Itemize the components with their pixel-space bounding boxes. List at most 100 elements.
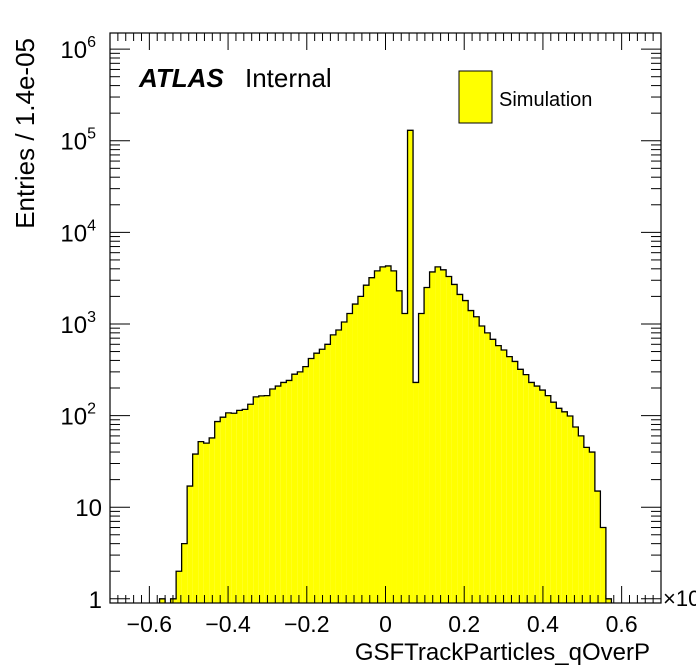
histogram-bin [429, 271, 436, 603]
histogram-bin [280, 382, 287, 603]
histogram-bin [187, 486, 193, 603]
histogram-bin [396, 290, 403, 603]
histogram-bin [368, 277, 375, 603]
x-tick-label: 0.2 [448, 611, 480, 637]
histogram-bin [264, 395, 270, 603]
histogram-bin [490, 339, 496, 603]
y-tick-labels: 1 10 102 103 104 105 106 [60, 34, 102, 614]
histogram-bin [330, 334, 336, 603]
histogram-bin [545, 395, 551, 603]
histogram-bin [198, 441, 204, 603]
histogram-bin [391, 270, 397, 603]
histogram-bin [484, 332, 491, 603]
histogram-bin [506, 356, 513, 603]
histogram-bin [313, 353, 320, 603]
histogram-bin [346, 313, 353, 603]
histogram-bin [594, 491, 601, 603]
histogram-bin [308, 358, 314, 603]
histogram-bin [258, 395, 265, 603]
histogram-bin [297, 371, 303, 603]
histogram-bin [341, 322, 347, 603]
histogram-bin [440, 269, 447, 603]
atlas-internal: Internal [245, 63, 332, 93]
x-tick-label: −0.4 [205, 611, 251, 637]
atlas-label: ATLAS Internal [138, 63, 332, 93]
histogram-bin [214, 421, 221, 603]
histogram-bin [413, 382, 419, 603]
legend: Simulation [458, 70, 592, 124]
histogram-bin [534, 386, 540, 603]
histogram-bin [385, 265, 392, 603]
histogram-bin [379, 266, 386, 603]
axis-ticks [109, 33, 662, 603]
histogram-bin [578, 435, 584, 603]
x-tick-label: 0 [379, 611, 392, 637]
histogram-bin [550, 402, 557, 603]
histogram-bin [424, 287, 430, 603]
histogram-bin [517, 369, 524, 603]
histogram-bin [181, 543, 188, 603]
histogram-bin [561, 411, 568, 603]
x-axis-title: GSFTrackParticles_qOverP [355, 639, 650, 666]
x-tick-label: −0.6 [127, 611, 172, 637]
histogram-bin [451, 284, 458, 603]
x-tick-label: 0.6 [606, 611, 638, 637]
histogram-bin [176, 571, 182, 603]
histogram-bin [352, 304, 358, 603]
histogram-bin [192, 454, 199, 603]
histogram-bin [335, 329, 342, 603]
histogram-bin [501, 349, 507, 603]
histogram-bin [495, 345, 502, 603]
histogram-bin [462, 300, 469, 603]
y-tick-label: 102 [60, 401, 96, 431]
histogram-bin [247, 404, 254, 603]
histogram-bin [539, 390, 546, 603]
histogram-bin [324, 344, 331, 603]
histogram-bin [225, 412, 232, 603]
histogram-bin [319, 349, 325, 603]
histogram-bin [302, 366, 309, 603]
histogram-bin [269, 389, 276, 603]
y-axis-title: Entries / 1.4e-05 [10, 38, 40, 229]
histogram-bin [220, 417, 226, 603]
histogram-bin [600, 527, 606, 603]
histogram-bin [402, 313, 408, 603]
histogram-bin [572, 427, 579, 603]
histogram-bin [446, 276, 452, 603]
histogram-bin [512, 361, 518, 603]
histogram-bin [468, 310, 474, 603]
x-tick-label: −0.2 [284, 611, 329, 637]
histogram-bars [158, 129, 613, 603]
histogram-bin [291, 374, 298, 603]
histogram-bin [556, 408, 562, 603]
legend-swatch [458, 70, 493, 124]
atlas-bold: ATLAS [138, 63, 224, 93]
x-tick-labels: −0.6 −0.4 −0.2 0 0.2 0.4 0.6 [127, 611, 638, 637]
y-tick-label: 106 [60, 34, 96, 64]
histogram-bin [589, 452, 595, 603]
y-tick-label: 103 [60, 309, 96, 339]
histogram-bin [253, 396, 259, 603]
y-tick-label: 105 [60, 126, 96, 156]
histogram-bin [479, 326, 485, 603]
histogram-bin [523, 374, 529, 603]
histogram-bin [457, 294, 463, 603]
histogram-bin [583, 447, 590, 603]
histogram-bin [605, 598, 612, 603]
y-tick-label: 10 [75, 495, 102, 522]
histogram-bin [275, 386, 281, 603]
histogram-bin [286, 380, 292, 603]
histogram-bin [363, 285, 369, 603]
histogram-bin [203, 443, 210, 603]
histogram-bin [407, 130, 414, 603]
histogram-bin [528, 382, 535, 603]
histogram-bin [236, 410, 243, 603]
x-tick-label: 0.4 [527, 611, 559, 637]
histogram-bin [473, 316, 480, 603]
histogram-bin [357, 296, 364, 603]
histogram-bin [242, 409, 248, 603]
histogram-bin [159, 598, 166, 603]
histogram-bin [209, 437, 215, 603]
histogram-bin [435, 266, 441, 603]
